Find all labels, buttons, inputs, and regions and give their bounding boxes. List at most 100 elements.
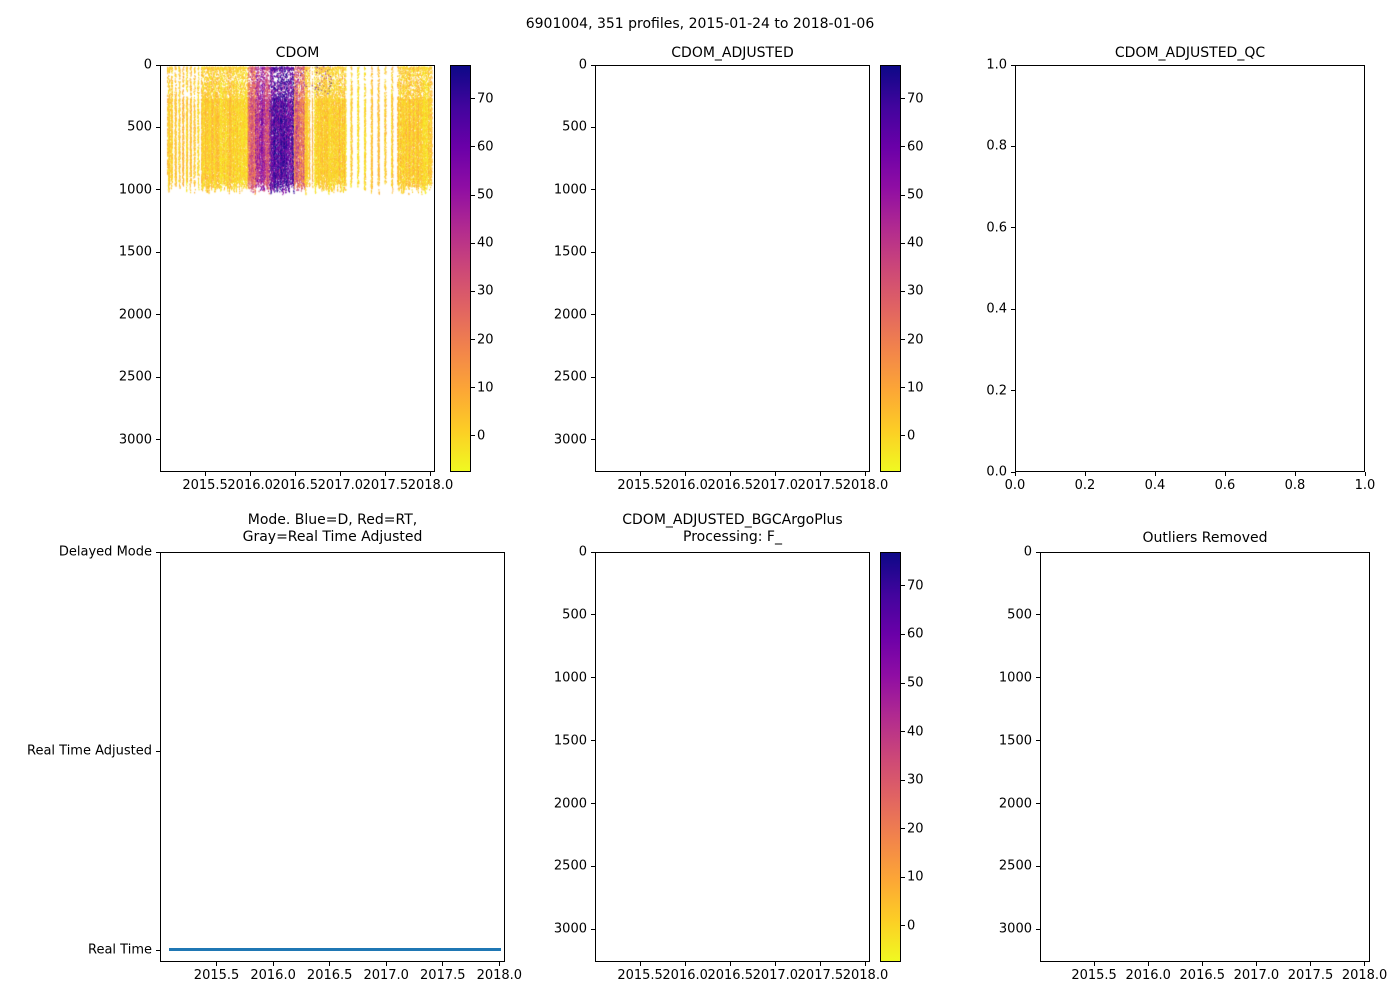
y-tick-label: 2000 [553,796,587,812]
x-tick [1364,962,1366,966]
colorbar-tick-label: 30 [907,772,924,788]
y-tick-label: 3000 [553,432,587,448]
y-tick [591,677,595,679]
y-tick-label: 0.8 [986,138,1007,154]
x-tick-label: 2016.5 [707,968,753,983]
colorbar-tick [901,828,905,830]
colorbar-tick [901,633,905,635]
x-tick [498,962,500,966]
colorbar-tick [901,98,905,100]
y-tick-label: 1000 [553,182,587,198]
x-tick-label: 0.8 [1284,478,1306,493]
x-tick [774,472,776,476]
colorbar-tick-label: 50 [907,675,924,691]
colorbar-tick-label: 0 [907,918,916,934]
axes-mode [160,552,505,962]
x-tick-label: 0.2 [1074,478,1096,493]
y-tick-label: 2000 [118,307,152,323]
y-tick [591,803,595,805]
x-tick-label: 0.0 [1004,478,1026,493]
y-tick-label: 1500 [998,733,1032,749]
axes-outliers-removed [1040,552,1370,962]
x-tick-label: 2016.0 [227,478,273,493]
x-tick [1084,472,1086,476]
y-tick-label: 1000 [998,670,1032,686]
x-tick-label: 2015.5 [193,968,240,983]
y-tick-label: 1500 [553,733,587,749]
colorbar-tick [471,98,475,100]
axes-cdom-adjusted [595,65,870,472]
x-tick [774,962,776,966]
colorbar-tick-label: 20 [907,332,924,348]
y-tick [1011,308,1015,310]
plot-title-mode-line1: Mode. Blue=D, Red=RT, [247,512,418,528]
x-tick [1224,472,1226,476]
x-tick-label: 2016.5 [707,478,753,493]
colorbar-tick [471,290,475,292]
y-tick-label: 1500 [118,244,152,260]
colorbar-cdom-adjusted [880,65,901,472]
x-tick [729,472,731,476]
y-tick [1036,928,1040,930]
y-tick-label: 0 [578,544,587,560]
y-tick [156,376,160,378]
y-tick-label: 3000 [998,921,1032,937]
colorbar-tick [901,242,905,244]
y-tick [591,865,595,867]
x-tick [819,962,821,966]
x-tick [819,472,821,476]
real-time-mode-line [168,947,501,951]
x-tick-label: 2016.0 [1125,968,1171,983]
y-tick-label: 2500 [118,369,152,385]
y-tick [156,949,160,951]
y-tick-label: 1500 [553,244,587,260]
plot-title-mode-line2: Gray=Real Time Adjusted [242,529,423,545]
x-tick-label: 2015.5 [617,478,663,493]
x-tick [1364,472,1366,476]
x-tick-label: 2018.0 [1341,968,1388,983]
plot-title-bgcargoplus-line1: CDOM_ADJUSTED_BGCArgoPlus [622,512,843,528]
y-tick-label: 1.0 [986,57,1007,73]
y-tick-label: 0 [143,57,152,73]
x-tick [684,472,686,476]
colorbar-tick [901,925,905,927]
axes-cdom-adjusted-qc [1015,65,1365,472]
x-tick [1294,472,1296,476]
y-tick-label: 0 [1023,544,1032,560]
colorbar-tick [901,387,905,389]
colorbar-bgcargoplus [880,552,901,962]
colorbar-tick-label: 30 [907,283,924,299]
y-tick [156,439,160,441]
x-tick-label: 2016.0 [250,968,296,983]
x-tick [249,472,251,476]
y-tick-label: Real Time [88,942,152,958]
x-tick [216,962,218,966]
x-tick [329,962,331,966]
y-tick-label: 500 [562,607,587,623]
x-tick-label: 2017.0 [363,968,409,983]
colorbar-tick [471,242,475,244]
colorbar-tick-label: 10 [907,380,924,396]
x-tick-label: 2017.5 [362,478,409,493]
x-tick-label: 2015.5 [182,478,228,493]
y-tick [591,740,595,742]
y-tick-label: 0.2 [986,383,1007,399]
x-tick-label: 2016.5 [306,968,353,983]
y-tick [1011,471,1015,473]
y-tick-label: 500 [1007,607,1032,623]
colorbar-tick [901,339,905,341]
y-tick [1036,614,1040,616]
y-tick-label: 1000 [118,182,152,198]
colorbar-tick-label: 60 [907,139,924,155]
y-tick [1036,803,1040,805]
x-tick [639,962,641,966]
y-tick [1011,227,1015,229]
plot-title-bgcargoplus: CDOM_ADJUSTED_BGCArgoPlus Processing: F_ [595,512,870,546]
y-tick-label: 3000 [553,921,587,937]
y-tick-label: 0.6 [986,220,1007,236]
x-tick-label: 2017.5 [797,478,844,493]
colorbar-tick-label: 30 [477,283,494,299]
plot-title-bgcargoplus-line2: Processing: F_ [683,529,782,545]
colorbar-tick-label: 10 [907,869,924,885]
x-tick [1147,962,1149,966]
